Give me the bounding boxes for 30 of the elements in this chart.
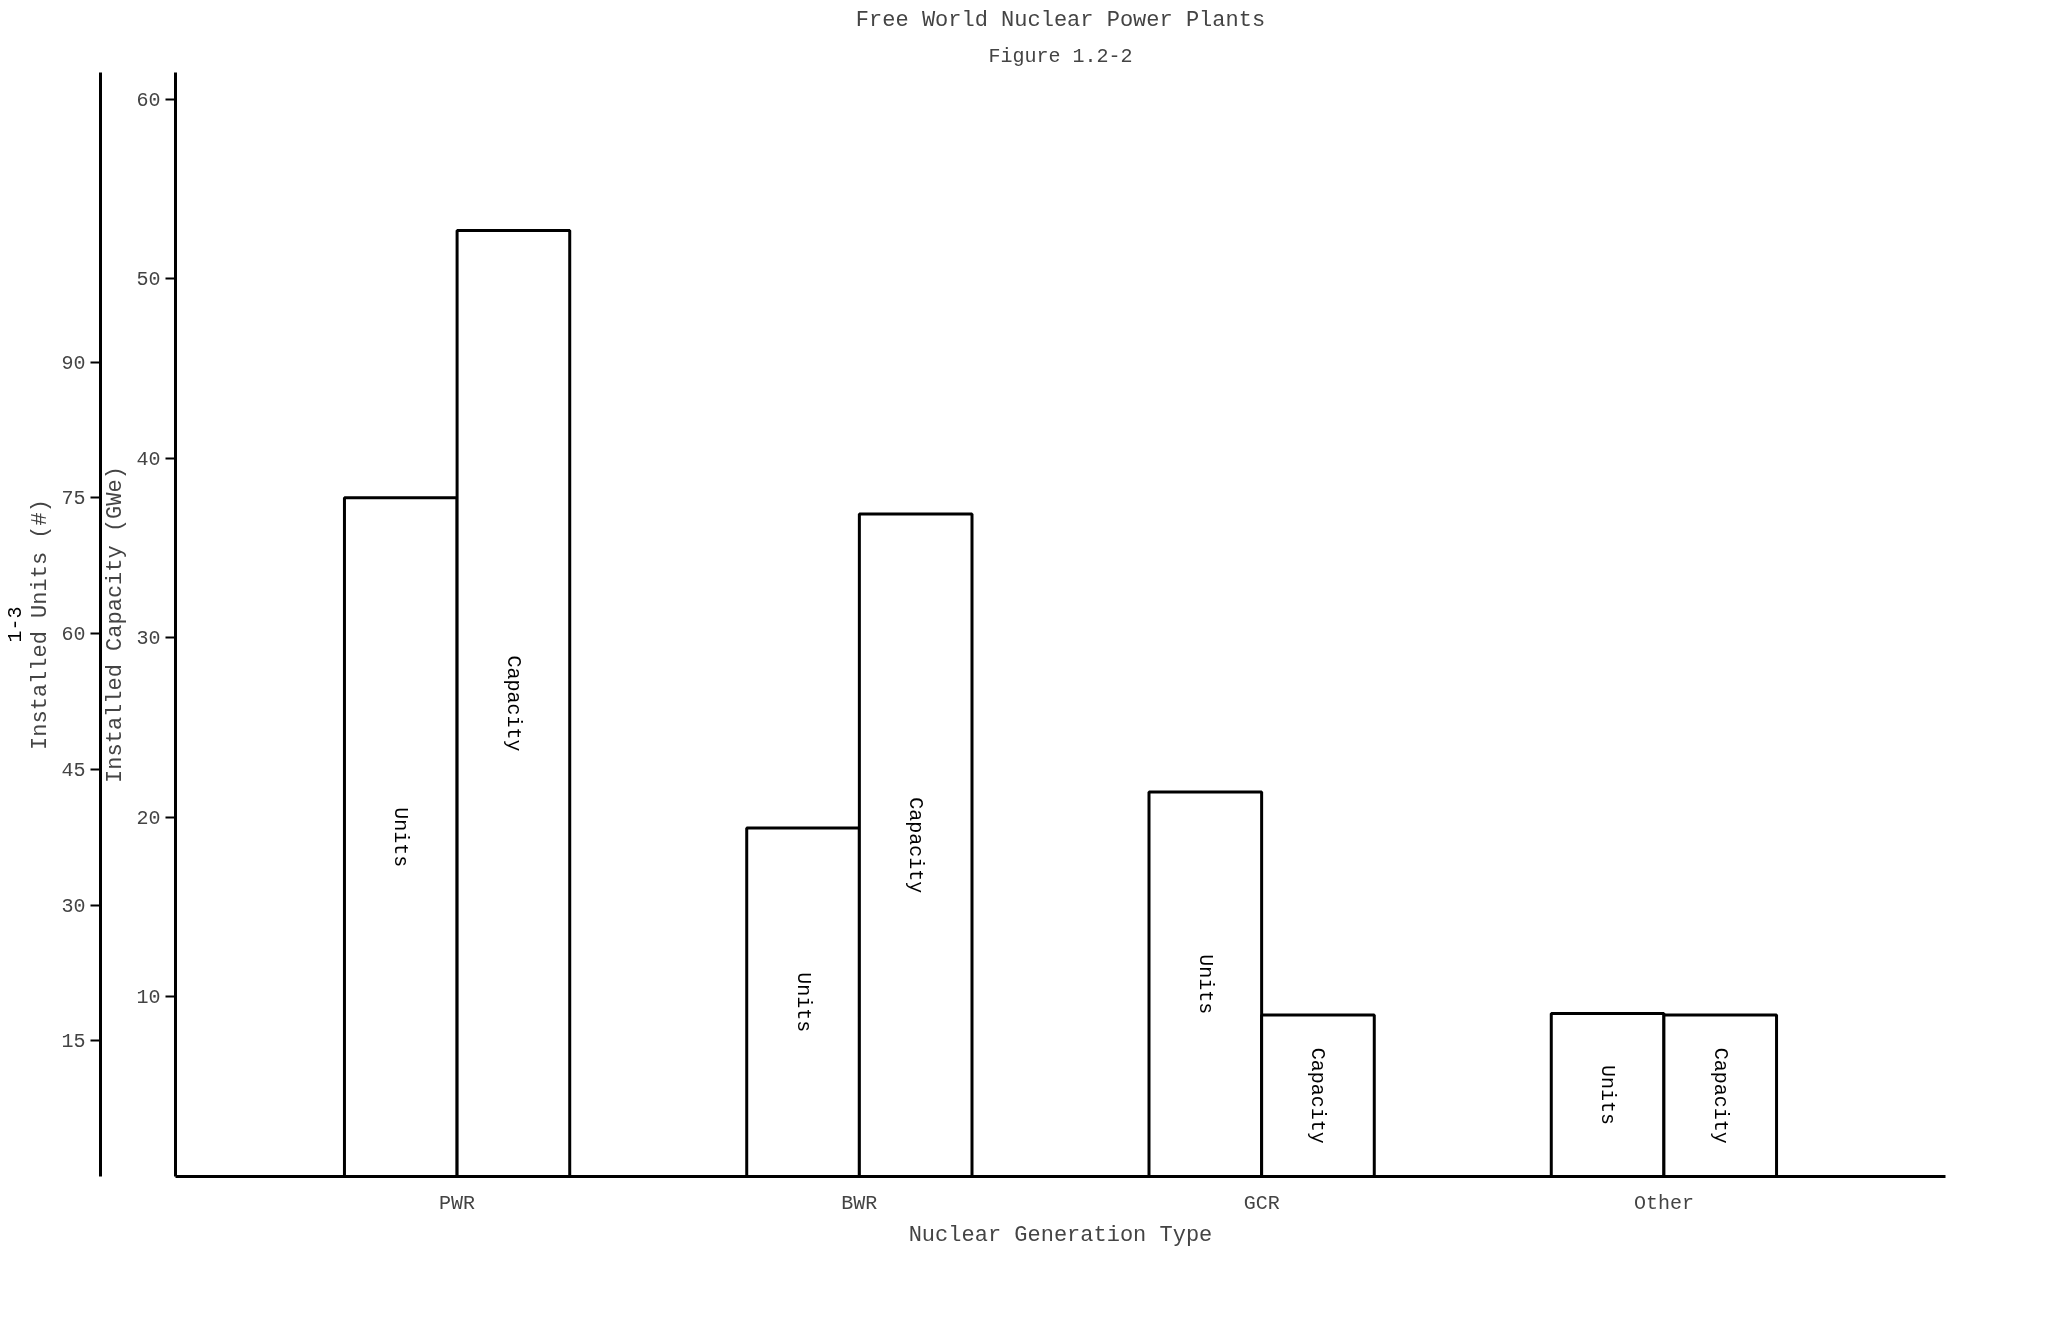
- text: Units: [1596, 1065, 1620, 1126]
- y2-tick-label: 45: [61, 758, 86, 782]
- y2-tick-label: 75: [61, 487, 86, 511]
- y2-tick-label: 30: [61, 894, 86, 918]
- text: Capacity: [904, 797, 928, 894]
- x-axis-title: Nuclear Generation Type: [908, 1222, 1213, 1248]
- y2-tick-label: 90: [61, 351, 86, 375]
- y2-tick-label: 15: [61, 1030, 86, 1054]
- y-tick-label: 40: [136, 447, 161, 471]
- x-tick-label: Other: [1633, 1191, 1694, 1215]
- caption: Figure 1.2-2: [988, 44, 1133, 68]
- text: 1-3: [3, 606, 27, 643]
- x-tick-label: PWR: [439, 1191, 476, 1215]
- y-tick-label: 10: [136, 986, 161, 1010]
- y-tick-label: 30: [136, 627, 161, 651]
- text: Capacity: [1708, 1047, 1732, 1144]
- text: Units: [389, 807, 413, 868]
- y2-axis-title: Installed Units (#): [28, 499, 54, 750]
- chart-title: Free World Nuclear Power Plants: [855, 7, 1266, 33]
- text: Units: [1193, 954, 1217, 1015]
- series-label: Capacity: [1306, 1047, 1330, 1144]
- y-tick-label: 60: [136, 88, 161, 112]
- x-tick-label: BWR: [841, 1191, 878, 1215]
- series-label: Units: [791, 972, 815, 1033]
- y-tick-label: 20: [136, 806, 161, 830]
- text: Capacity: [501, 655, 525, 752]
- y-axis-title: Installed Capacity (GWe): [103, 466, 129, 783]
- x-tick-label: GCR: [1243, 1191, 1280, 1215]
- y-tick-label: 50: [136, 268, 161, 292]
- y2-tick-label: 60: [61, 623, 86, 647]
